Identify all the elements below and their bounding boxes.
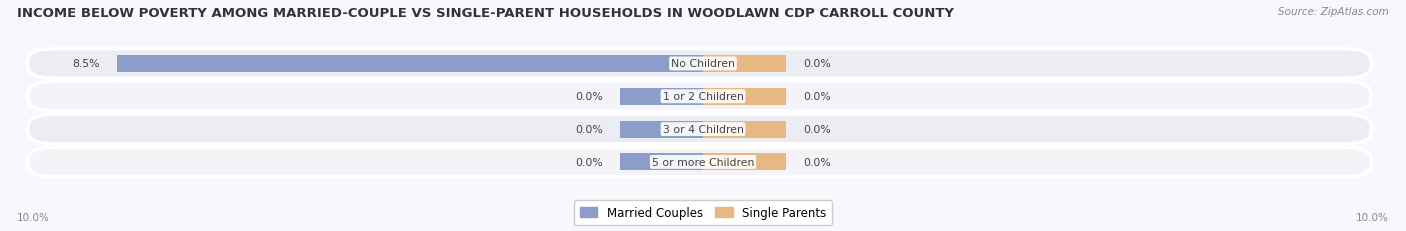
Bar	[703, 154, 786, 171]
Bar	[703, 121, 786, 138]
Text: Source: ZipAtlas.com: Source: ZipAtlas.com	[1278, 7, 1389, 17]
Text: 0.0%: 0.0%	[803, 59, 831, 69]
Text: 8.5%: 8.5%	[73, 59, 100, 69]
Text: 10.0%: 10.0%	[1357, 212, 1389, 222]
Text: 0.0%: 0.0%	[803, 92, 831, 102]
Bar	[620, 121, 703, 138]
Bar	[620, 88, 703, 105]
Bar	[620, 154, 703, 171]
Text: No Children: No Children	[671, 59, 735, 69]
Text: 1 or 2 Children: 1 or 2 Children	[662, 92, 744, 102]
Text: 0.0%: 0.0%	[575, 125, 603, 134]
Text: 3 or 4 Children: 3 or 4 Children	[662, 125, 744, 134]
Text: 0.0%: 0.0%	[803, 125, 831, 134]
Text: INCOME BELOW POVERTY AMONG MARRIED-COUPLE VS SINGLE-PARENT HOUSEHOLDS IN WOODLAW: INCOME BELOW POVERTY AMONG MARRIED-COUPL…	[17, 7, 953, 20]
Text: 0.0%: 0.0%	[803, 157, 831, 167]
Bar	[703, 56, 786, 73]
Legend: Married Couples, Single Parents: Married Couples, Single Parents	[574, 201, 832, 225]
Text: 0.0%: 0.0%	[575, 92, 603, 102]
Text: 0.0%: 0.0%	[575, 157, 603, 167]
FancyBboxPatch shape	[28, 82, 1371, 112]
FancyBboxPatch shape	[28, 49, 1371, 79]
Text: 5 or more Children: 5 or more Children	[652, 157, 754, 167]
Bar	[117, 56, 703, 73]
FancyBboxPatch shape	[28, 115, 1371, 144]
Bar	[703, 88, 786, 105]
Text: 10.0%: 10.0%	[17, 212, 49, 222]
FancyBboxPatch shape	[28, 148, 1371, 177]
